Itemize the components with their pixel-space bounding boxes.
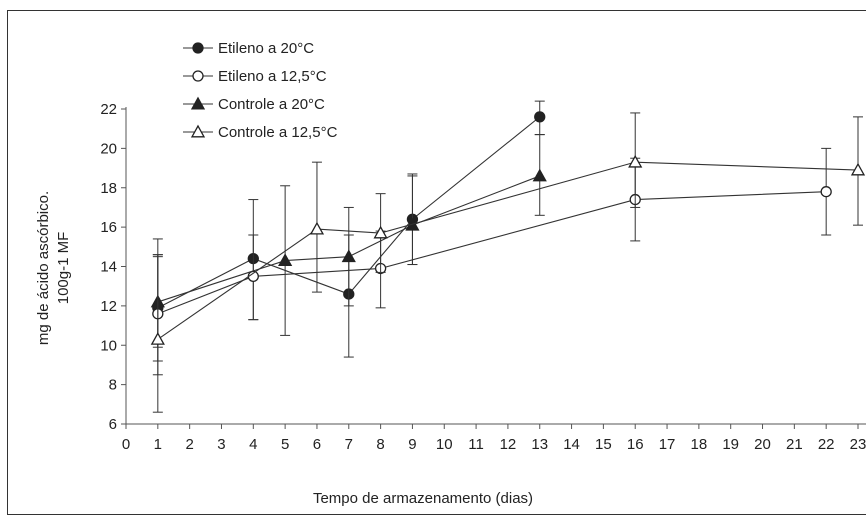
- series-line: [157, 191, 827, 315]
- y-tick-label: 10: [100, 337, 117, 354]
- x-tick-label: 15: [595, 436, 612, 453]
- y-axis-label-line-2: 100g-1 MF: [55, 232, 72, 305]
- data-point: [150, 332, 165, 345]
- x-tick-label: 6: [313, 436, 321, 453]
- x-tick-label: 14: [563, 436, 580, 453]
- x-tick-label: 1: [154, 436, 162, 453]
- x-tick-label: 5: [281, 436, 289, 453]
- y-tick-label: 16: [100, 219, 117, 236]
- x-tick-label: 4: [249, 436, 257, 453]
- legend-marker: [192, 42, 204, 54]
- x-tick-label: 19: [722, 436, 739, 453]
- x-tick-label: 9: [408, 436, 416, 453]
- x-tick-label: 10: [436, 436, 453, 453]
- x-tick-label: 0: [122, 436, 130, 453]
- legend-label: Etileno a 20°C: [218, 40, 314, 57]
- data-point: [341, 249, 356, 263]
- legend-label: Controle a 12,5°C: [218, 124, 338, 141]
- x-tick-label: 20: [754, 436, 771, 453]
- x-tick-label: 3: [217, 436, 225, 453]
- x-tick-label: 2: [185, 436, 193, 453]
- y-tick-label: 14: [100, 259, 117, 276]
- legend-entry: Controle a 20°C: [183, 96, 325, 113]
- data-point: [628, 154, 643, 168]
- x-axis-label: Tempo de armazenamento (dias): [313, 490, 533, 507]
- data-point: [820, 186, 832, 198]
- data-point: [850, 162, 866, 176]
- legend-entry: Etileno a 20°C: [183, 40, 314, 57]
- x-tick-label: 12: [500, 436, 517, 453]
- x-tick-label: 16: [627, 436, 644, 453]
- legend-entry: Etileno a 12,5°C: [183, 68, 327, 85]
- x-tick-label: 17: [659, 436, 676, 453]
- data-point: [309, 221, 325, 235]
- legend-label: Etileno a 12,5°C: [218, 68, 327, 85]
- data-point: [532, 168, 547, 182]
- y-axis-label-line-1: mg de ácido ascórbico.: [35, 191, 52, 345]
- data-point: [534, 111, 546, 123]
- legend-marker: [190, 96, 206, 110]
- y-tick-label: 6: [109, 416, 117, 433]
- legend-label: Controle a 20°C: [218, 96, 325, 113]
- x-tick-label: 8: [376, 436, 384, 453]
- x-tick-label: 21: [786, 436, 803, 453]
- x-tick-label: 11: [468, 436, 484, 453]
- data-point: [373, 225, 388, 239]
- x-tick-label: 13: [531, 436, 548, 453]
- series-layer: [150, 100, 866, 413]
- data-point: [278, 253, 293, 267]
- y-tick-label: 12: [100, 298, 117, 315]
- legend-marker: [192, 70, 204, 82]
- x-tick-label: 18: [691, 436, 708, 453]
- series-4: [150, 112, 866, 413]
- y-tick-label: 22: [100, 101, 117, 118]
- y-tick-label: 18: [100, 180, 117, 197]
- x-tick-label: 23: [850, 436, 866, 453]
- legend-entry: Controle a 12,5°C: [183, 124, 338, 141]
- chart-frame: 6 8 10 12 14 16 18 20 22 0 1 2 3 4 5 6 7 8 9 10 11 12 13 14 15 16…: [7, 10, 866, 515]
- x-tick-label: 7: [345, 436, 353, 453]
- y-tick-label: 20: [100, 140, 117, 157]
- x-tick-label: 22: [818, 436, 835, 453]
- legend: Etileno a 20°C Etileno a 12,5°C Controle a…: [183, 40, 338, 141]
- legend-marker: [190, 124, 206, 138]
- y-tick-label: 8: [109, 377, 117, 394]
